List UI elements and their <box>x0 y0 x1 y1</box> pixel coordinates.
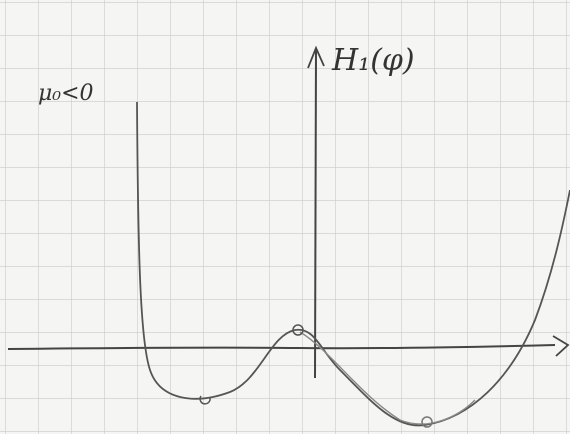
y-axis <box>314 49 317 379</box>
curve-retrace <box>299 331 476 425</box>
min-marker <box>421 416 433 428</box>
potential-curve <box>136 101 570 427</box>
axis-label: H₁(φ) <box>331 43 415 78</box>
max-marker <box>292 324 304 336</box>
x-axis <box>7 344 556 350</box>
x-arrow <box>552 335 570 357</box>
condition-label: μ₀<0 <box>38 81 94 106</box>
y-arrow <box>307 45 325 69</box>
min-marker <box>199 395 211 405</box>
